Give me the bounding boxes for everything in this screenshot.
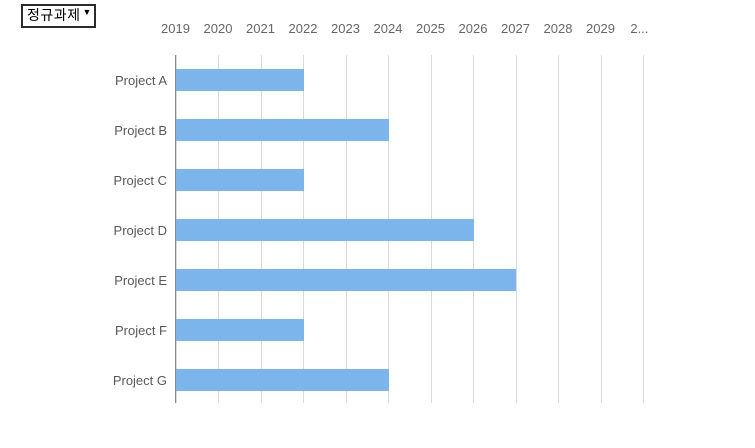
x-axis-tick-label: 2025	[416, 21, 445, 36]
category-label: Project C	[113, 172, 167, 188]
x-axis-tick-label: 2022	[288, 21, 318, 36]
gantt-bar[interactable]	[176, 119, 389, 141]
gantt-bar[interactable]	[176, 69, 304, 91]
x-axis-tick-label: 2026	[458, 21, 488, 36]
category-label: Project B	[114, 122, 167, 138]
category-label: Project E	[114, 272, 167, 288]
x-axis-tick-label: 2023	[331, 21, 360, 36]
category-label: Project F	[114, 322, 167, 338]
gantt-bar[interactable]	[176, 169, 304, 191]
x-axis-tick-label: 2021	[246, 21, 275, 36]
gridline	[558, 55, 559, 403]
task-type-dropdown[interactable]: 정규과제 ▼	[21, 4, 97, 28]
task-type-dropdown-label: 정규과제	[27, 7, 81, 23]
gantt-bar[interactable]	[176, 319, 304, 341]
category-axis-line	[175, 55, 176, 403]
category-label: Project D	[113, 222, 167, 238]
gantt-bar[interactable]	[176, 219, 474, 241]
category-label: Project G	[112, 372, 167, 388]
x-axis-tick-label: 2029	[586, 21, 615, 36]
gridline	[600, 55, 602, 403]
x-axis-tick-label: 2024	[373, 21, 403, 36]
gantt-bar[interactable]	[176, 369, 389, 391]
x-axis-tick-label: 2019	[161, 21, 190, 36]
gridline	[473, 55, 474, 403]
dropdown-caret-icon: ▼	[82, 7, 92, 17]
gridline	[643, 55, 644, 403]
gridline	[515, 55, 517, 403]
x-axis-tick-label: 2...	[630, 21, 649, 36]
x-axis-tick-label: 2027	[501, 21, 530, 36]
gantt-bar[interactable]	[176, 269, 516, 291]
x-axis-tick-label: 2028	[543, 21, 573, 36]
x-axis-tick-label: 2020	[203, 21, 233, 36]
category-label: Project A	[114, 72, 167, 88]
